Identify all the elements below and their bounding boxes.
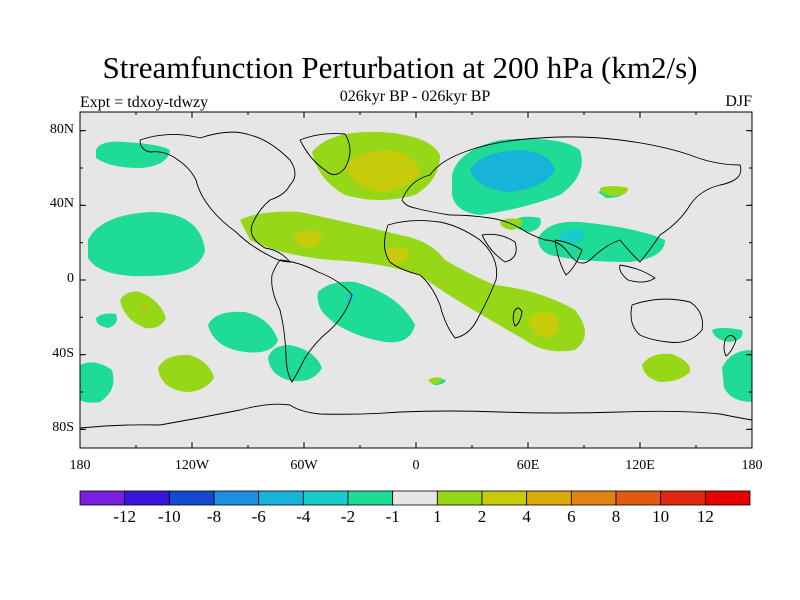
contour-pos-south-pacific-east [642,353,691,382]
coast-north-america [139,131,296,263]
colorbar-box [481,490,528,506]
contour-pos-southwest-pacific [120,291,166,329]
lat-label: 40S [52,345,74,361]
contour-neg-southern-ocean-west [80,362,114,403]
lon-label: 60E [516,458,540,473]
lon-label: 180 [69,458,91,473]
experiment-label: Expt = tdxoy-tdwzy [80,94,209,111]
contour-neg2-india [560,228,586,244]
colorbar-label: -10 [157,507,181,526]
colorbar-label: 2 [477,507,487,526]
streamfunction-field [80,131,752,403]
coast-africa [384,220,498,339]
colorbar-label: -8 [206,507,222,526]
coastlines [79,131,753,429]
colorbar-label: 4 [522,507,531,526]
colorbar-label: -6 [251,507,266,526]
colorbar-box [570,490,617,506]
colorbar-box [436,490,483,506]
colorbar-box [168,490,215,506]
colorbar-box [347,490,394,506]
contour-pos2-north-atlantic [345,150,420,192]
coast-antarctica [79,403,753,429]
colorbar-label: 1 [433,507,442,526]
colorbar-box [392,490,438,506]
axis-ticks [79,112,753,448]
contour-pos-south-pacific [158,354,214,392]
coast-new-zealand [723,335,737,357]
colorbar-box [258,490,304,506]
lon-label: 120E [625,458,655,473]
lon-label: 180 [741,458,763,473]
colorbar-label: 6 [567,507,576,526]
colorbar-label: 8 [611,507,621,526]
plot-title: Streamfunction Perturbation at 200 hPa (… [102,50,698,85]
coast-india [554,239,583,276]
coast-southeast-asia [619,264,656,283]
lat-label: 40N [49,196,74,212]
colorbar-box [213,490,260,506]
lon-label: 0 [412,458,420,473]
contour-neg-south-atlantic [317,281,415,343]
contour-pos2-madagascar [528,312,559,338]
contour-neg-argentina [268,345,322,382]
colorbar-box [704,490,751,506]
colorbar [79,490,751,506]
lat-label: 0 [67,271,74,286]
coast-arabia [481,233,517,263]
coast-eurasia [401,136,742,264]
colorbar-box [302,490,349,506]
coast-south-america [271,259,353,383]
coast-greenland [299,133,351,175]
colorbar-label: -12 [113,507,136,526]
contour-pos-arctic [600,186,628,196]
season-label: DJF [725,93,752,110]
colorbar-box [79,490,126,506]
contour-neg-north-pacific [96,141,170,168]
contour-neg-south-pacific [96,313,117,328]
lat-label: 80S [52,420,74,436]
contour-pos2-caribbean [293,230,322,248]
colorbar-box [615,490,662,506]
colorbar-label: -1 [385,507,400,526]
lon-label: 60W [290,458,318,473]
contour-neg3-eurasia [470,150,555,192]
contour-pos-tropical-atlantic [240,211,585,352]
contour-pos2-africa [385,247,409,265]
lon-label: 120W [174,458,210,473]
colorbar-label: -4 [296,507,311,526]
plot-subtitle: 026kyr BP - 026kyr BP [339,88,491,105]
colorbar-box [660,490,706,506]
contour-pos3-small-pacific [141,306,147,310]
contour-neg-central-pacific [88,212,205,277]
colorbar-box [526,490,572,506]
colorbar-label: -2 [340,507,356,526]
colorbar-label: 10 [652,507,670,526]
coast-madagascar [512,307,523,327]
contour-neg-southern-ocean-east [722,350,752,402]
colorbar-label: 12 [696,507,714,526]
colorbar-box [124,490,170,506]
coast-australia [630,298,703,343]
contour-neg-southeast-pacific [208,311,278,353]
lat-label: 80N [49,121,74,137]
contour-pos-south-atlantic-small [428,377,442,384]
